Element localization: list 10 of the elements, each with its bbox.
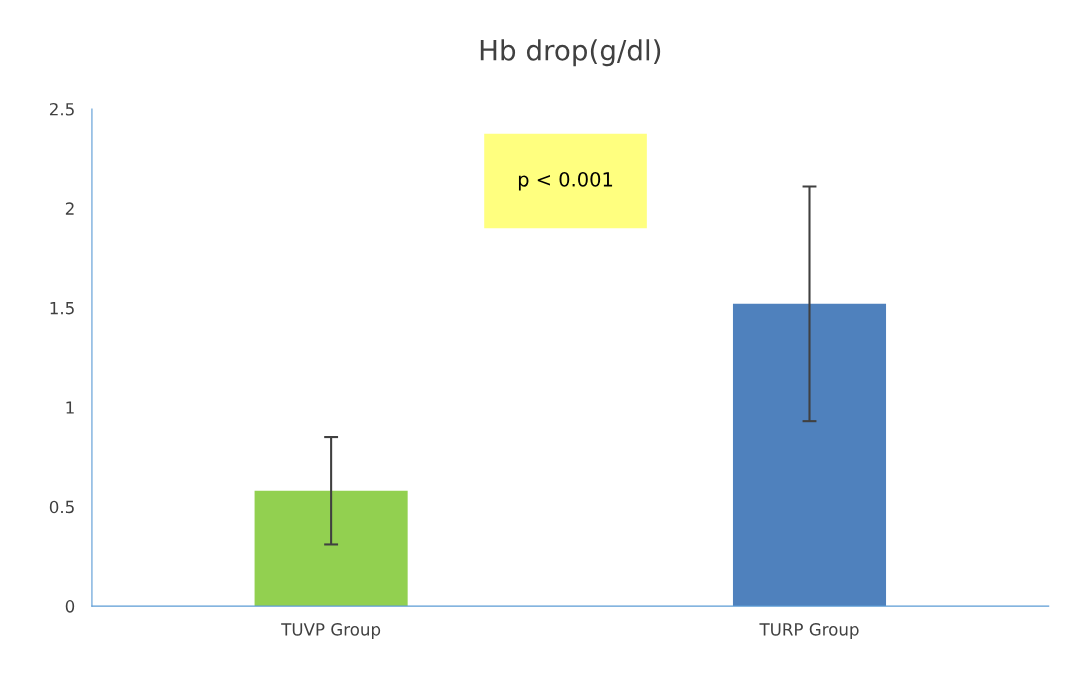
x-tick-label: TURP Group	[759, 623, 859, 639]
chart-title: Hb drop(g/dl)	[480, 39, 661, 67]
annotation: p < 0.001	[518, 171, 613, 191]
y-tick-label: 1	[66, 401, 74, 414]
y-tick-label: 1.5	[50, 301, 74, 315]
y-tick-label: 2.5	[49, 102, 74, 116]
y-tick-label: 2	[65, 202, 74, 215]
y-tick-label: 0	[65, 600, 75, 613]
y-tick-label: 0.5	[49, 500, 74, 514]
x-tick-label: TUVP Group	[281, 623, 381, 639]
